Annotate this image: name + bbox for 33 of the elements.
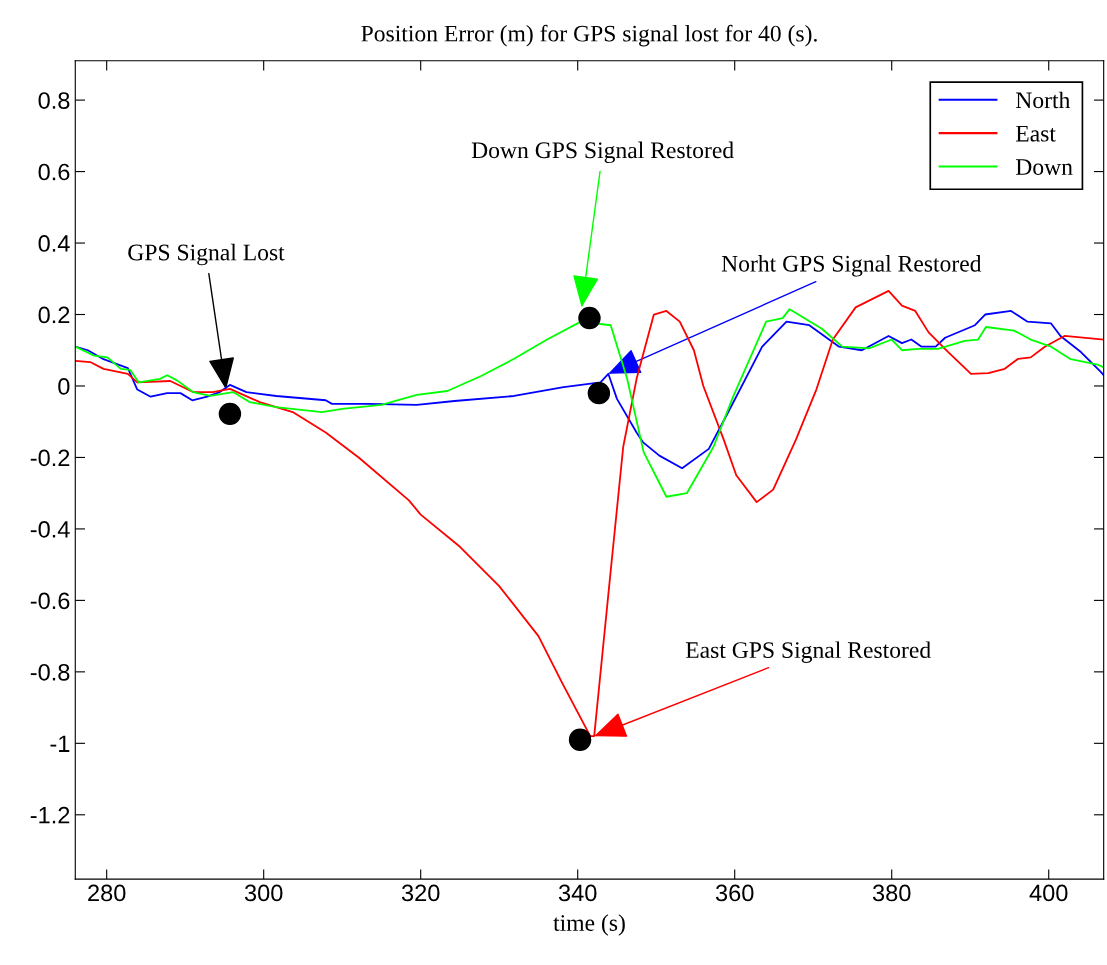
x-tick-label: 300 (244, 884, 283, 902)
x-axis-title: time (s) (553, 914, 625, 936)
line-series (75, 308, 1104, 498)
annotation: East GPS Signal Restored (685, 641, 931, 663)
x-tick-label: 340 (558, 884, 597, 902)
x-tick-label: 360 (715, 884, 754, 902)
point (587, 381, 611, 405)
point (568, 728, 592, 751)
x-tick-label: 320 (401, 884, 440, 902)
legend-label: East (1015, 125, 1056, 142)
annotation: Down GPS Signal Restored (471, 141, 734, 164)
y-tick-label: 0.2 (38, 306, 70, 324)
point (578, 306, 601, 330)
x-tick-label: 280 (88, 884, 126, 902)
annotation: Norht GPS Signal Restored (721, 255, 982, 277)
y-tick-label: -0.8 (30, 663, 70, 681)
y-tick-label: -1 (50, 735, 70, 752)
point (218, 402, 242, 426)
y-tick-label: 0 (58, 378, 70, 395)
annotation: GPS Signal Lost (128, 243, 285, 266)
y-tick-label: 0.6 (38, 163, 70, 181)
x-tick-label: 400 (1029, 884, 1068, 902)
y-tick-label: -0.4 (30, 520, 70, 538)
y-tick-label: -1.2 (30, 806, 70, 824)
y-tick-label: -0.6 (30, 592, 70, 610)
y-tick-label: -0.2 (30, 449, 70, 467)
chart-title: Position Error (m) for GPS signal lost for 40 (s). (361, 24, 817, 47)
x-tick-label: 380 (872, 884, 911, 902)
legend-label: Down (1015, 159, 1073, 175)
y-tick-label: 0.4 (38, 235, 70, 252)
legend-label: North (1015, 91, 1071, 109)
line-series (75, 310, 1104, 470)
y-tick-label: 0.8 (38, 92, 70, 109)
